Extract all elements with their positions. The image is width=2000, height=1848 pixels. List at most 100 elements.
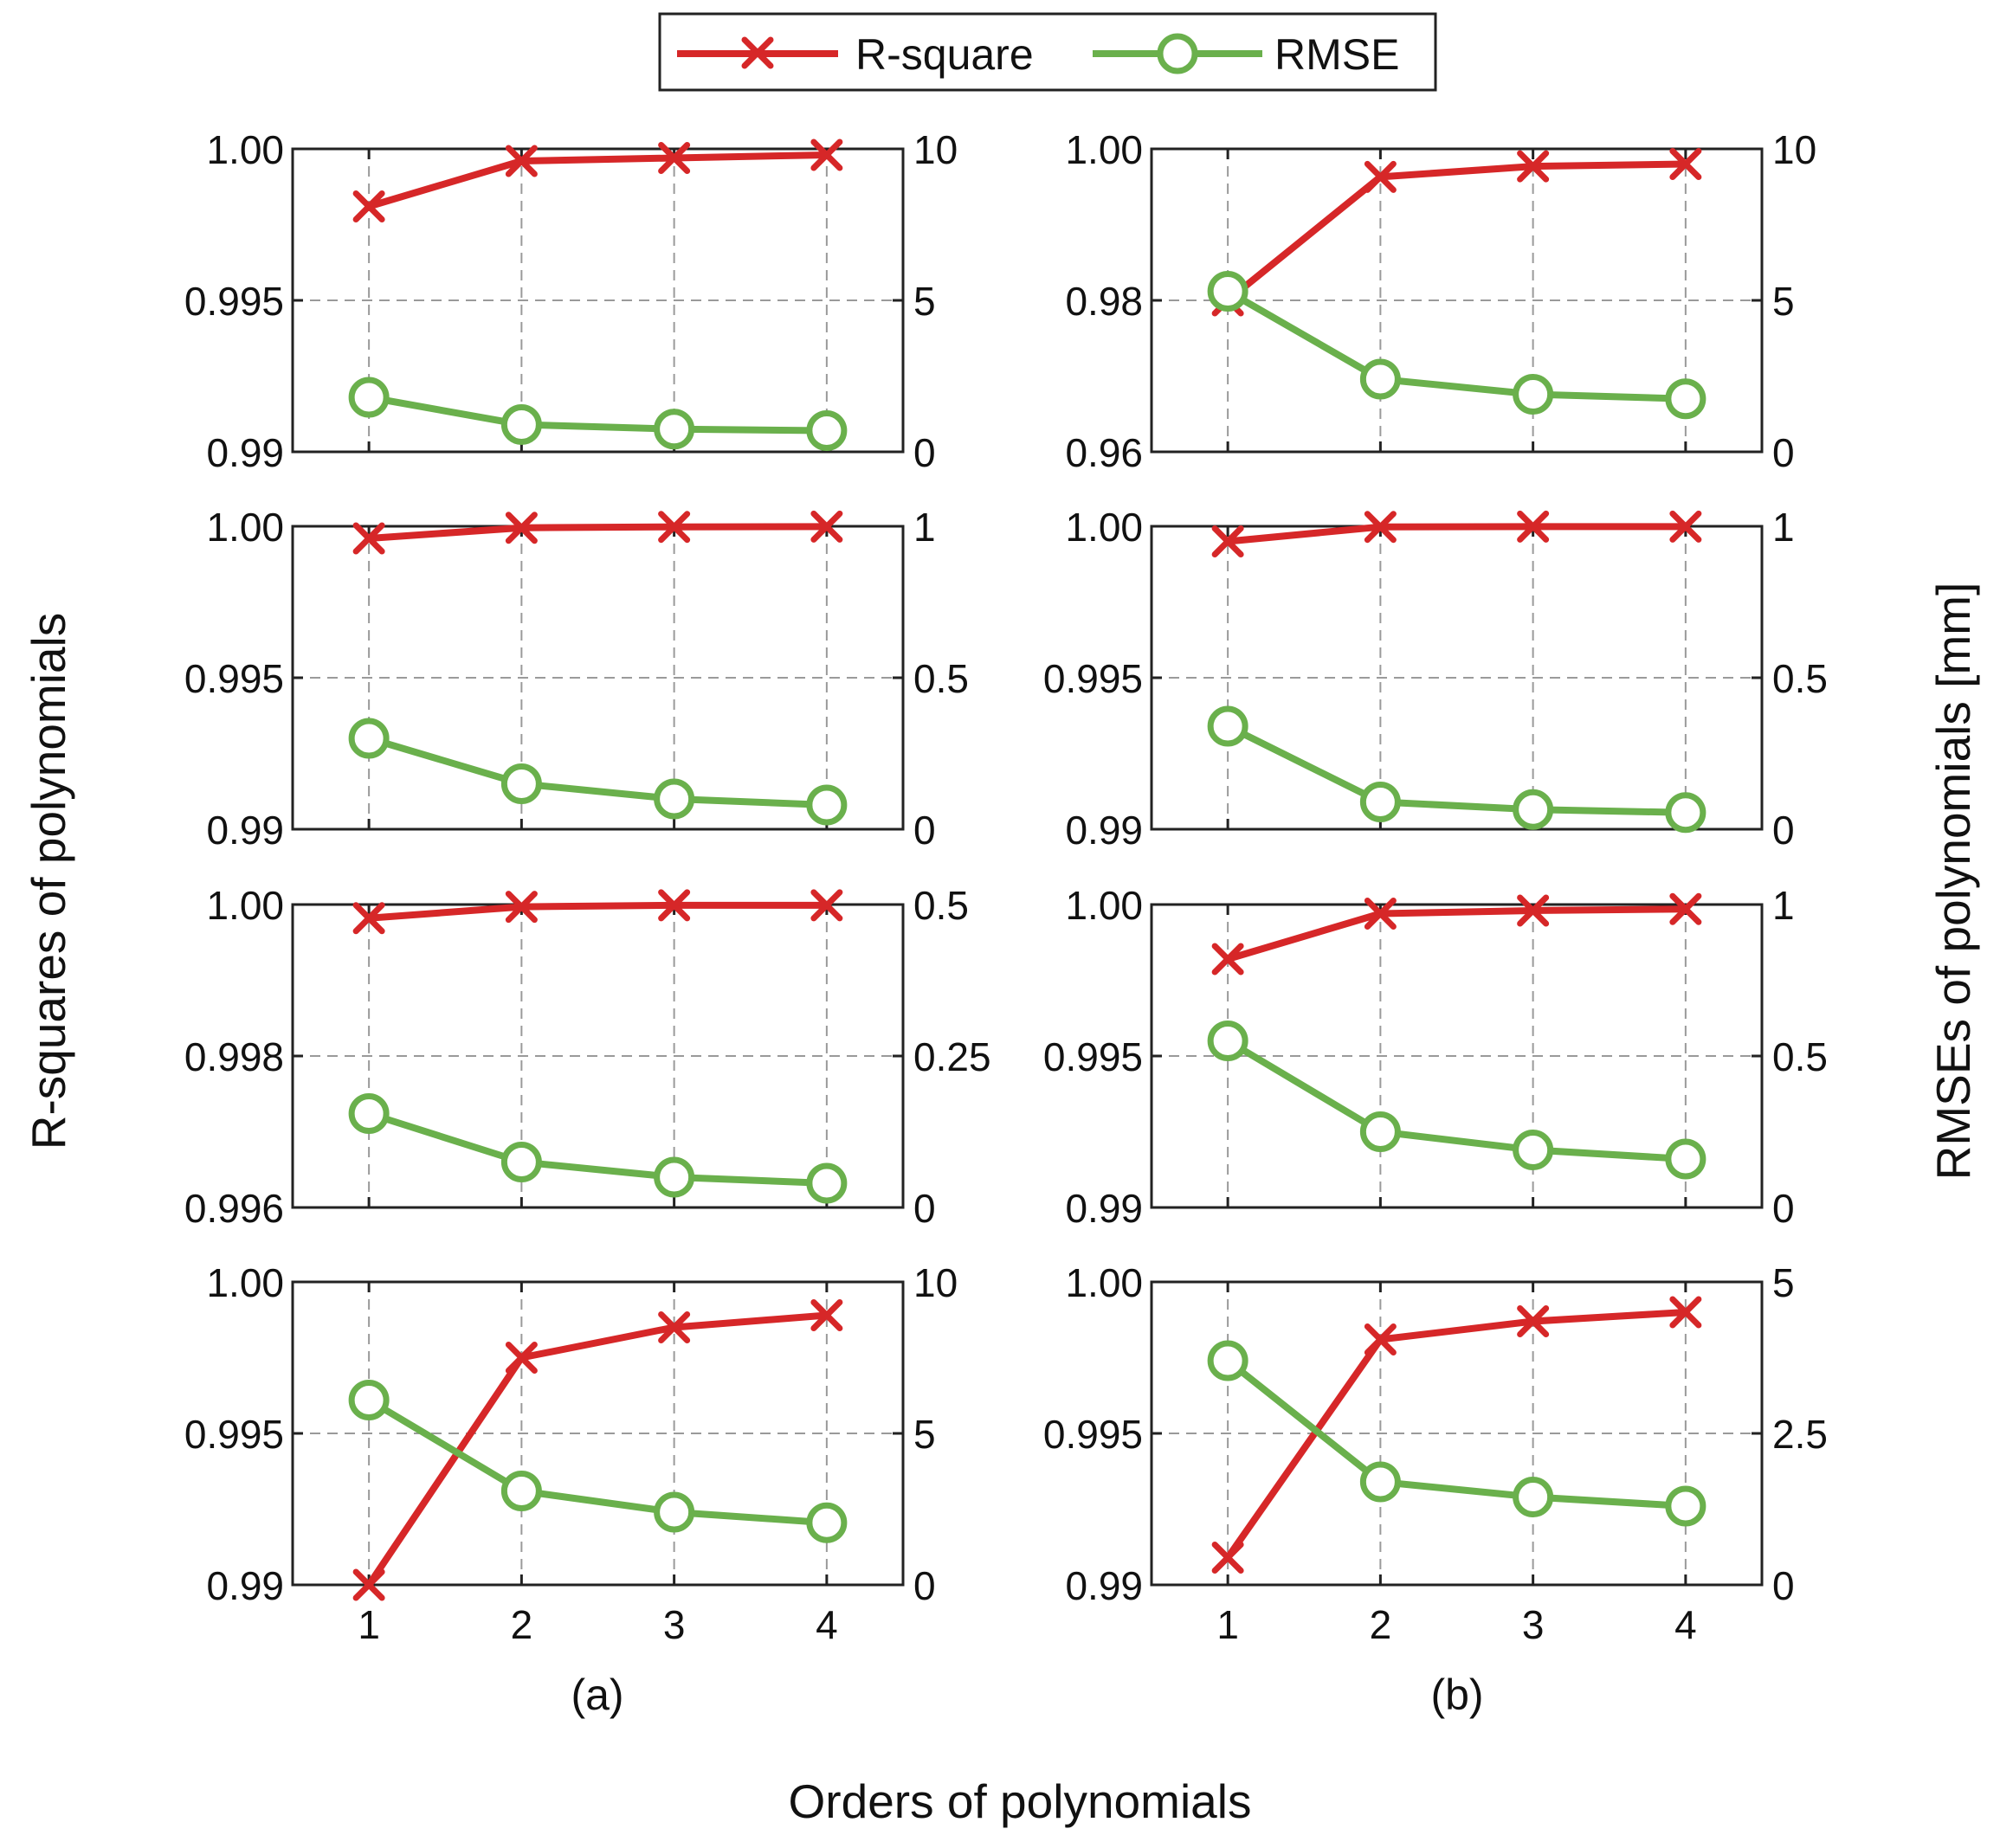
x-marker-stroke	[1669, 1296, 1702, 1329]
x-marker-stroke	[1364, 1323, 1397, 1355]
x-marker-stroke	[1211, 525, 1244, 557]
panel-b-row3-group: 0.99 0.995 1.00 0 0.5 1	[1043, 883, 1828, 1231]
panel-b-row2-right-tick-label: 0	[1772, 808, 1795, 853]
panel-b-row4-x-tick-label: 2	[1370, 1602, 1392, 1647]
panel-b-row4-rmse-point	[1513, 1477, 1554, 1517]
panel-b-row1-group: 0.96 0.98 1.00 0 5 10	[1065, 127, 1816, 475]
panel-a-row3-left-tick-label: 0.996	[184, 1186, 284, 1231]
panel-b-row3-rmse-point	[1207, 1021, 1248, 1061]
panel-b-row2-left-tick-label: 0.99	[1065, 808, 1143, 853]
panel-b-row2-right-tick-label: 0.5	[1772, 656, 1828, 701]
panel-b-row4-x-tick-label: 3	[1522, 1602, 1545, 1647]
panel-a-row4-right-tick-label: 10	[913, 1260, 958, 1305]
panel-a-row2-right-tick-label: 1	[913, 505, 936, 550]
panel-b-row2-left-tick-label: 0.995	[1043, 656, 1143, 701]
panel-b-row1-right-tick-label: 0	[1772, 430, 1795, 475]
panel-a-row1-right-tick-label: 5	[913, 279, 936, 324]
panel-b-row1-rmse-point	[1207, 271, 1248, 312]
panel-b-row2-left-tick-label: 1.00	[1065, 505, 1143, 550]
x-marker-stroke	[810, 889, 843, 922]
panel-a-row1-r-square-point	[810, 138, 843, 171]
legend: R-square RMSE	[658, 12, 1437, 92]
panel-a-row2-r-square-point	[810, 510, 843, 543]
panel-b-row1-left-tick-label: 0.98	[1065, 279, 1143, 324]
panel-b-row2-rmse-point	[1513, 789, 1554, 830]
bottom-axis-title: Orders of polynomials	[789, 1774, 1252, 1828]
panel-b-row2-rmse-point	[1359, 782, 1401, 822]
panel-b-row1-rmse-point	[1359, 358, 1401, 400]
panel-b-row4-r-square-point	[1517, 1305, 1550, 1337]
x-marker-stroke	[1211, 943, 1244, 976]
panel-a-row3-right-tick-label: 0	[913, 1186, 936, 1231]
panel-b-row2-rmse-point	[1207, 705, 1248, 747]
panel-a-row4-rmse-point	[348, 1380, 390, 1420]
panel-b-row4-left-tick-label: 0.995	[1043, 1412, 1143, 1457]
panel-b-row2-rmse-point	[1665, 792, 1706, 834]
legend-entry-r-square: R-square	[677, 30, 1034, 79]
panel-a-row3-right-tick-label: 0.5	[913, 883, 969, 928]
x-marker-stroke	[810, 510, 843, 543]
panel-a-row4-rmse-line	[367, 1397, 828, 1527]
panel-a-row2-left-tick-label: 0.99	[206, 808, 284, 853]
panel-a-row3-r-square-point	[505, 891, 538, 924]
panel-b-row1-rmse-line	[1226, 288, 1686, 402]
panel-a-row2-r-square-point	[505, 512, 538, 544]
panel-a-row4-x-tick-label: 4	[816, 1602, 838, 1647]
panel-a-row3-r-square-point	[352, 902, 385, 935]
panel-a-row2-right-tick-label: 0.5	[913, 656, 969, 701]
panel-a-row3-left-tick-label: 0.998	[184, 1034, 284, 1079]
panel-b-row1-rmse-point	[1665, 378, 1706, 420]
legend-label-r-square: R-square	[855, 30, 1034, 79]
panel-a-row4-r-square-point	[505, 1342, 538, 1374]
panel-b-row3-rmse-point	[1665, 1138, 1706, 1180]
x-marker-stroke	[352, 1568, 385, 1601]
panel-b-row2-r-square-line	[1227, 523, 1686, 545]
panel-b-row3-rmse-line	[1226, 1038, 1687, 1162]
x-marker-stroke	[1669, 892, 1702, 925]
panel-a-row4-left-tick-label: 0.99	[206, 1563, 284, 1608]
panel-a-row2-left-tick-label: 0.995	[184, 656, 284, 701]
panel-a-row4-right-tick-label: 0	[913, 1563, 936, 1608]
panel-a-row4-r-square-point	[352, 1568, 385, 1601]
right-axis-title: RMSEs of polynomials [mm]	[1926, 583, 1980, 1181]
panel-b-row3-right-tick-label: 1	[1772, 883, 1795, 928]
x-marker-stroke	[1364, 511, 1397, 544]
panel-a-row1-left-tick-label: 0.995	[184, 279, 284, 324]
panel-a-row4-left-tick-label: 0.995	[184, 1412, 284, 1457]
panel-a-row3-rmse-point	[500, 1142, 542, 1182]
x-marker-stroke	[1669, 148, 1702, 180]
column-label-b: (b)	[1430, 1671, 1483, 1719]
panel-a-row4-group: 0.99 0.995 1.00 0 5 10 1 2 3 4	[184, 1260, 958, 1647]
panel-b-row1-right-tick-label: 5	[1772, 279, 1795, 324]
panel-a-row3-group: 0.996 0.998 1.00 0 0.25 0.5	[184, 883, 991, 1231]
x-marker-stroke	[658, 511, 691, 544]
x-marker-stroke	[352, 190, 385, 222]
panel-b-row4-r-square-point	[1669, 1296, 1702, 1329]
x-marker-stroke	[1211, 1542, 1244, 1574]
panel-a-row3-r-square-point	[658, 889, 691, 922]
panel-b-row1-r-square-line	[1225, 160, 1686, 304]
x-marker-stroke	[1364, 160, 1397, 193]
panel-a-row1-rmse-point	[806, 410, 848, 451]
panel-b-row4-rmse-point	[1359, 1461, 1401, 1503]
panel-a-row1-rmse-line	[368, 394, 827, 435]
x-marker-stroke	[658, 142, 691, 174]
panel-a-row3-rmse-point	[654, 1156, 695, 1198]
panel-b-row4-left-tick-label: 0.99	[1065, 1563, 1143, 1608]
panel-b-row3-r-square-line	[1226, 905, 1686, 963]
panel-a-row2-rmse-line	[367, 735, 828, 808]
legend-label-rmse: RMSE	[1274, 30, 1399, 79]
panel-a-row2-r-square-point	[658, 511, 691, 544]
x-marker-stroke	[1517, 1305, 1550, 1337]
panel-b-row1-rmse-point	[1513, 374, 1554, 415]
panel-a-row3-r-square-point	[810, 889, 843, 922]
panel-b-row4-right-tick-label: 0	[1772, 1563, 1795, 1608]
x-marker-stroke	[1517, 150, 1550, 183]
panel-b-row4-x-tick-label: 1	[1216, 1602, 1239, 1647]
panel-b-row2-r-square-point	[1364, 511, 1397, 544]
panel-a-row3-right-tick-label: 0.25	[913, 1034, 991, 1079]
legend-circle-marker-icon	[1157, 33, 1198, 74]
panel-a-row1-left-tick-label: 0.99	[206, 430, 284, 475]
panel-b-row3-r-square-point	[1517, 894, 1550, 927]
panel-a-row2-rmse-point	[348, 718, 390, 759]
